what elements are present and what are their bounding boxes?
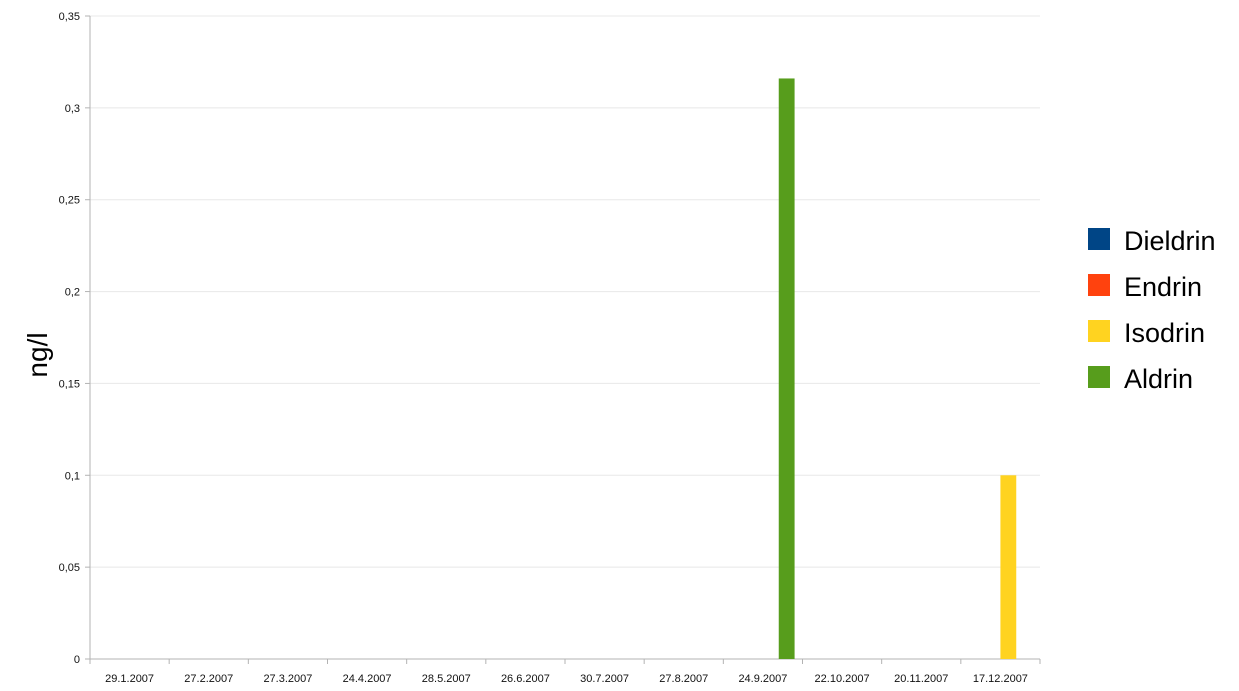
x-tick-label: 28.5.2007	[422, 673, 471, 685]
x-tick-label: 30.7.2007	[580, 673, 629, 685]
x-tick-label: 17.12.2007	[973, 673, 1028, 685]
x-axis-ticks: 29.1.2007 27.2.2007 27.3.2007 24.4.2007 28.5…	[89, 659, 1041, 685]
legend-swatch-isodrin	[1088, 320, 1110, 342]
x-tick-label: 26.6.2007	[501, 673, 550, 685]
y-tick-label: 0,3	[65, 103, 80, 115]
legend: Dieldrin Endrin Isodrin Aldrin	[1088, 226, 1216, 394]
legend-label-isodrin: Isodrin	[1124, 318, 1205, 348]
x-tick-label: 29.1.2007	[105, 673, 154, 685]
y-tick-label: 0,35	[59, 11, 80, 23]
y-tick-label: 0,15	[59, 378, 80, 390]
x-tick-label: 22.10.2007	[815, 673, 870, 685]
x-tick-label: 27.8.2007	[659, 673, 708, 685]
x-tick-label: 27.2.2007	[184, 673, 233, 685]
y-axis-ticks: 0 0,05 0,1 0,15 0,2 0,25 0,3 0,35	[59, 11, 90, 666]
x-tick-label: 24.4.2007	[343, 673, 392, 685]
legend-swatch-dieldrin	[1088, 228, 1110, 250]
legend-label-aldrin: Aldrin	[1124, 364, 1193, 394]
y-tick-label: 0,05	[59, 562, 80, 574]
legend-label-dieldrin: Dieldrin	[1124, 226, 1216, 256]
bar-aldrin-8	[778, 78, 795, 659]
y-tick-label: 0	[74, 654, 80, 666]
y-tick-label: 0,1	[65, 470, 80, 482]
x-tick-label: 27.3.2007	[263, 673, 312, 685]
x-tick-label: 24.9.2007	[738, 673, 787, 685]
x-tick-label: 20.11.2007	[894, 673, 948, 685]
bar-isodrin-11	[1000, 475, 1017, 659]
legend-label-endrin: Endrin	[1124, 272, 1202, 302]
y-tick-label: 0,2	[65, 287, 80, 299]
y-tick-label: 0,25	[59, 195, 80, 207]
legend-swatch-aldrin	[1088, 366, 1110, 388]
grid-lines	[90, 15, 1040, 568]
y-axis-title: ng/l	[22, 332, 53, 377]
axes	[89, 16, 1040, 660]
bars	[778, 78, 1017, 659]
legend-swatch-endrin	[1088, 274, 1110, 296]
